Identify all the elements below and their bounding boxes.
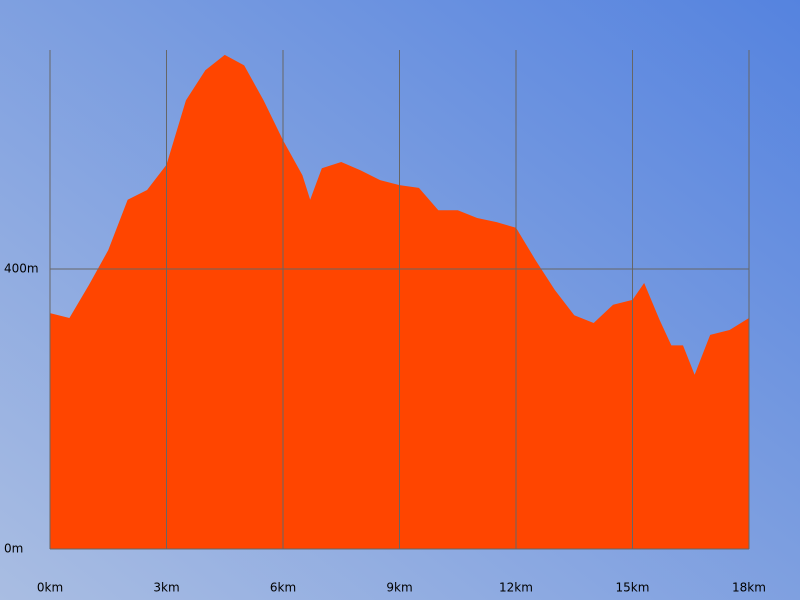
x-tick-label: 18km xyxy=(732,581,766,595)
y-tick-label: 0m xyxy=(4,542,23,556)
y-tick-label: 400m xyxy=(4,262,39,276)
x-tick-label: 6km xyxy=(270,581,296,595)
x-tick-label: 0km xyxy=(37,581,63,595)
x-tick-label: 3km xyxy=(153,581,179,595)
x-tick-label: 15km xyxy=(616,581,650,595)
x-tick-label: 12km xyxy=(499,581,533,595)
x-tick-label: 9km xyxy=(386,581,412,595)
